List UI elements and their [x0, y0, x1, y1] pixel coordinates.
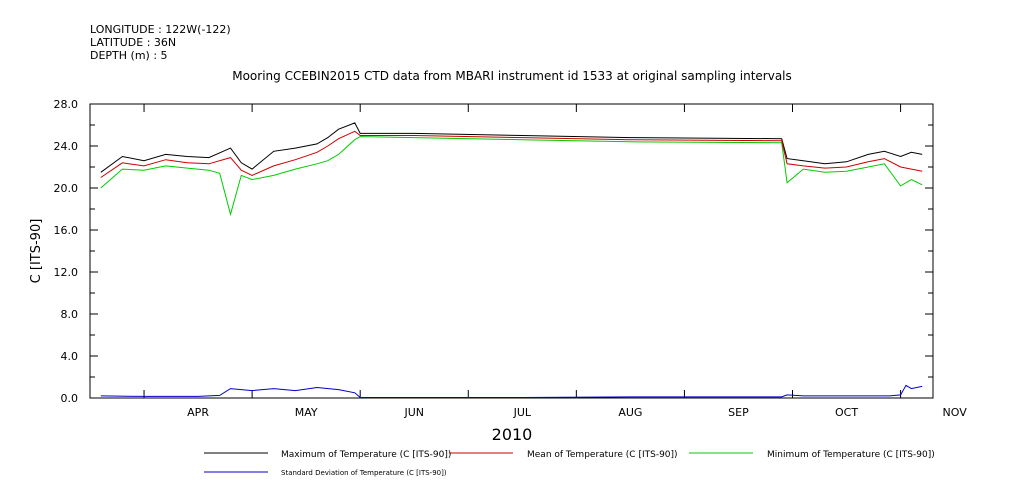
legend-label-mean: Mean of Temperature (C [ITS-90]): [527, 450, 678, 460]
y-tick-label: 16.0: [54, 224, 79, 237]
series-line-2: [100, 136, 923, 217]
y-tick-label: 12.0: [54, 266, 79, 279]
x-month-label: APR: [187, 406, 209, 419]
x-month-label: MAY: [295, 406, 318, 419]
longitude-label: LONGITUDE : 122W(-122): [90, 23, 231, 36]
series-line-0: [100, 122, 923, 173]
x-month-label: SEP: [728, 406, 749, 419]
y-tick-label: 28.0: [54, 98, 79, 111]
x-axis: APR MAY JUN JUL AUG SEP OCT NOV: [143, 104, 968, 419]
x-month-label: AUG: [618, 406, 642, 419]
legend-label-min: Minimum of Temperature (C [ITS-90]): [767, 450, 935, 460]
series-line-3: [100, 384, 923, 398]
y-axis: 0.0 4.0 8.0 12.0 16.0 20.0 24.0 28.0: [54, 98, 933, 405]
series-lines: [100, 122, 923, 398]
x-month-label: JUN: [403, 406, 424, 419]
y-tick-label: 20.0: [54, 182, 79, 195]
x-month-label: JUL: [513, 406, 532, 419]
legend: Maximum of Temperature (C [ITS-90]) Mean…: [204, 450, 935, 477]
x-month-label: NOV: [943, 406, 968, 419]
y-tick-label: 8.0: [61, 308, 79, 321]
y-tick-label: 4.0: [61, 350, 79, 363]
y-tick-label: 0.0: [61, 392, 79, 405]
legend-label-max: Maximum of Temperature (C [ITS-90]): [281, 450, 451, 460]
y-tick-label: 24.0: [54, 140, 79, 153]
legend-label-std: Standard Deviation of Temperature (C [IT…: [281, 469, 447, 477]
chart-title: Mooring CCEBIN2015 CTD data from MBARI i…: [232, 69, 792, 83]
x-month-label: OCT: [835, 406, 858, 419]
y-axis-label: C [ITS-90]: [29, 219, 44, 284]
depth-label: DEPTH (m) : 5: [90, 49, 168, 62]
latitude-label: LATITUDE : 36N: [90, 36, 176, 49]
series-line-1: [100, 130, 923, 178]
x-axis-label: 2010: [492, 425, 533, 444]
plot-frame: [89, 103, 934, 399]
